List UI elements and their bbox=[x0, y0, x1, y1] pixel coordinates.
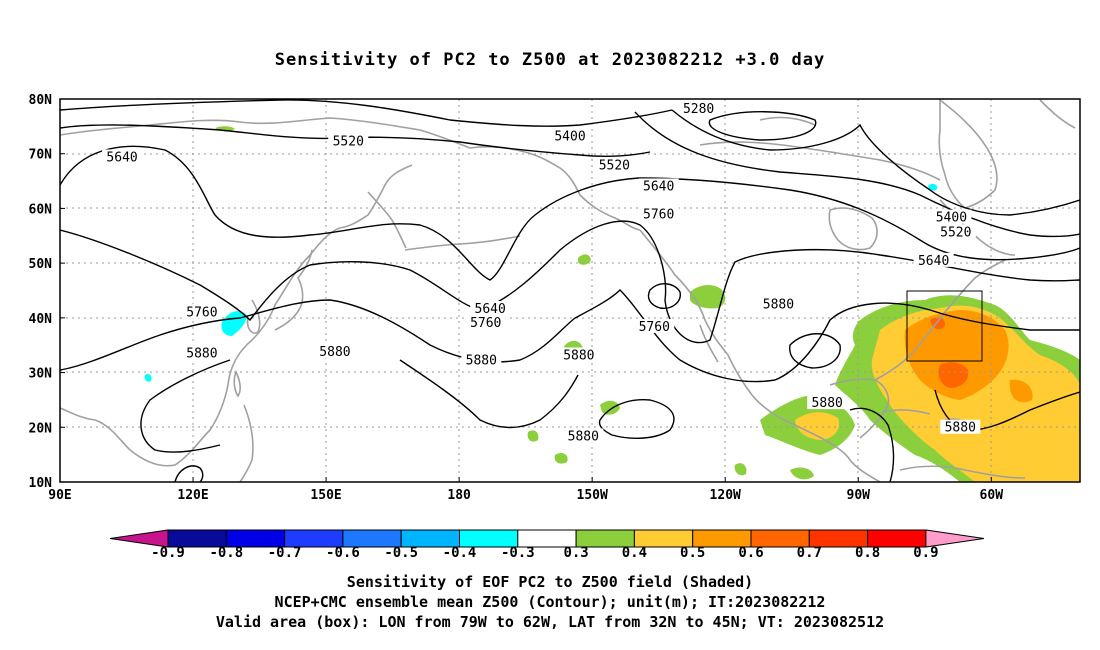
contour-label-bg bbox=[634, 319, 675, 334]
contour-label: 5880 bbox=[186, 346, 217, 361]
contour-label: 5280 bbox=[683, 102, 714, 117]
contour-label: 5880 bbox=[319, 345, 350, 360]
contour-label-bg bbox=[638, 206, 679, 221]
lat-label: 70N bbox=[29, 148, 53, 163]
contour-label: 5520 bbox=[940, 225, 971, 240]
contour-label: 5760 bbox=[643, 207, 674, 222]
contour-label: 5760 bbox=[470, 316, 501, 331]
plot-frame bbox=[59, 98, 1081, 483]
colorbar-label: -0.5 bbox=[384, 545, 418, 561]
lon-label: 120E bbox=[177, 488, 208, 503]
contour-label-bg bbox=[181, 345, 222, 360]
caption-valid-area: Valid area (box): LON from 79W to 62W, L… bbox=[215, 613, 885, 631]
lon-label: 90E bbox=[48, 488, 71, 503]
contour-label-bg bbox=[594, 157, 635, 172]
colorbar-label: -0.9 bbox=[151, 545, 185, 561]
colorbar-label: -0.7 bbox=[268, 545, 302, 561]
contour-label-bg bbox=[328, 133, 369, 148]
contour-label-bg bbox=[470, 301, 511, 316]
lat-label: 60N bbox=[29, 202, 53, 217]
lat-label: 10N bbox=[29, 476, 53, 491]
contour-label: 5520 bbox=[599, 159, 630, 174]
longitude-labels: 90E 120E 150E 180 150W 120W 90W 60W bbox=[48, 477, 1003, 503]
contour-label-bg bbox=[181, 304, 222, 319]
z500-contours bbox=[60, 99, 1080, 482]
contour-label: 5640 bbox=[475, 302, 506, 317]
contour-label-bg bbox=[807, 395, 848, 410]
contour-label-bg bbox=[550, 128, 590, 143]
colorbar-label: 0.7 bbox=[797, 545, 822, 561]
colorbar-label: 0.4 bbox=[622, 545, 647, 561]
map-title: Sensitivity of PC2 to Z500 at 2023082212… bbox=[274, 50, 826, 70]
contour-label-bg bbox=[935, 224, 976, 239]
lon-label: 180 bbox=[447, 488, 471, 503]
lat-label: 20N bbox=[29, 421, 53, 436]
colorbar-label: -0.3 bbox=[501, 545, 535, 561]
contour-label-bg bbox=[931, 209, 972, 224]
lon-label: 60W bbox=[980, 488, 1004, 503]
lat-label: 30N bbox=[29, 367, 53, 382]
colorbar-label: -0.8 bbox=[209, 545, 243, 561]
contour-label-bg bbox=[940, 419, 981, 434]
lon-label: 120W bbox=[710, 488, 741, 503]
caption-shaded: Sensitivity of EOF PC2 to Z500 field (Sh… bbox=[346, 573, 754, 591]
sensitivity-shading bbox=[144, 126, 1080, 482]
contour-label-bg bbox=[638, 178, 679, 193]
contour-label-bg bbox=[558, 347, 599, 362]
contour-label: 5400 bbox=[554, 130, 585, 145]
caption-contour: NCEP+CMC ensemble mean Z500 (Contour); u… bbox=[274, 593, 826, 611]
lon-label: 90W bbox=[847, 488, 871, 503]
lat-label: 80N bbox=[29, 93, 53, 108]
contour-label-bg bbox=[913, 252, 954, 267]
colorbar-high-cap bbox=[925, 529, 984, 548]
shade-cyan bbox=[144, 183, 938, 382]
colorbar-label: 0.8 bbox=[855, 545, 880, 561]
contour-label: 5880 bbox=[763, 298, 794, 313]
colorbar-label: -0.4 bbox=[443, 545, 477, 561]
contour-label-bg bbox=[461, 352, 502, 367]
contour-label-bg bbox=[314, 344, 355, 359]
contour-label: 5880 bbox=[563, 349, 594, 364]
valid-area-box bbox=[906, 290, 983, 362]
captions: Sensitivity of EOF PC2 to Z500 field (Sh… bbox=[0, 572, 1100, 632]
lat-label: 40N bbox=[29, 312, 53, 327]
contour-label: 5760 bbox=[639, 320, 670, 335]
colorbar-label: 0.5 bbox=[680, 545, 705, 561]
contour-label: 5880 bbox=[466, 353, 497, 368]
contour-label: 5760 bbox=[186, 305, 217, 320]
lon-label: 150E bbox=[310, 488, 341, 503]
contour-label-bg bbox=[563, 428, 604, 443]
colorbar-label: 0.6 bbox=[738, 545, 763, 561]
shade-orange bbox=[904, 310, 1033, 403]
colorbar-label: 0.9 bbox=[913, 545, 938, 561]
contour-label: 5520 bbox=[333, 135, 364, 150]
contour-label: 5880 bbox=[945, 421, 976, 436]
contour-label: 5880 bbox=[812, 396, 843, 411]
latitude-labels: 10N 20N 30N 40N 50N 60N 70N 80N bbox=[29, 93, 65, 491]
lat-label: 50N bbox=[29, 257, 53, 272]
contour-label-bg bbox=[758, 296, 799, 311]
contour-label: 5880 bbox=[568, 429, 599, 444]
colorbar-label: 0.3 bbox=[563, 545, 588, 561]
contour-label-bg bbox=[678, 100, 719, 115]
colorbar-label: -0.6 bbox=[326, 545, 360, 561]
coastlines bbox=[60, 99, 1076, 482]
contour-label: 5400 bbox=[936, 211, 967, 226]
lon-label: 150W bbox=[577, 488, 608, 503]
contour-label: 5640 bbox=[106, 150, 137, 165]
contour-label: 5640 bbox=[643, 179, 674, 194]
contour-label-bg bbox=[102, 149, 143, 164]
colorbar: -0.9 -0.8 -0.7 -0.6 -0.5 -0.4 -0.3 0.3 0.4 0.5 0.6… bbox=[109, 529, 984, 561]
contour-label: 5640 bbox=[918, 254, 949, 269]
contour-label-bg bbox=[465, 315, 506, 330]
